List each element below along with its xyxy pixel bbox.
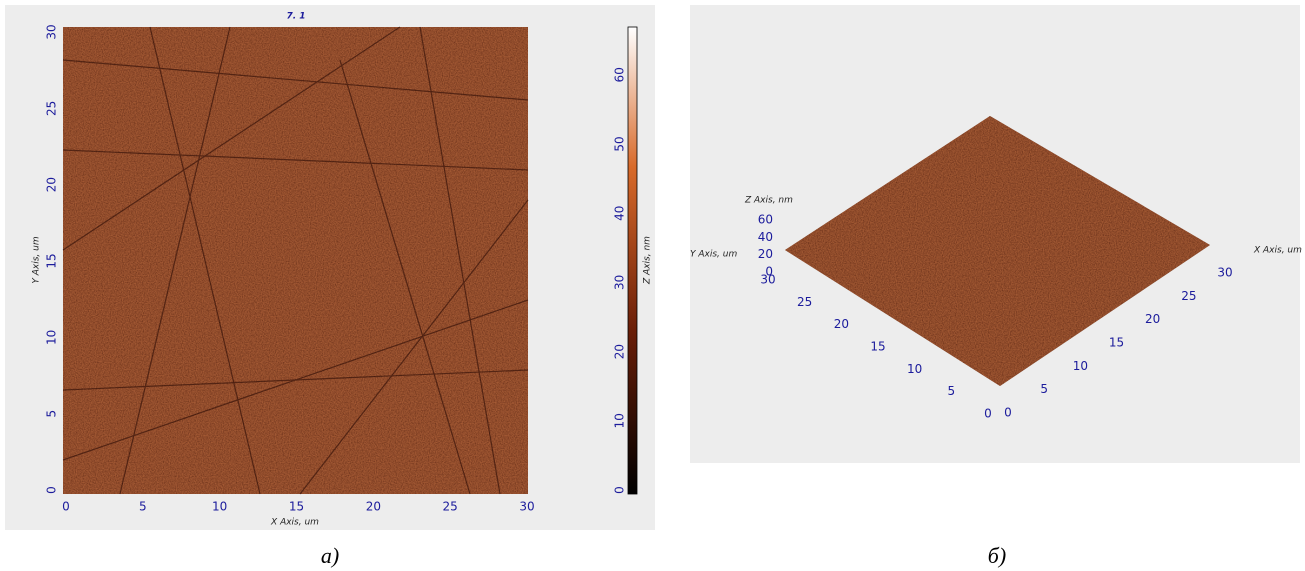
x-tick-label: 25 <box>443 500 458 514</box>
y-tick-label-3d: 25 <box>797 295 812 309</box>
z-tick-label-3d: 40 <box>758 230 773 244</box>
y-tick-label-3d: 15 <box>870 340 885 354</box>
y-tick-label: 0 <box>45 486 59 494</box>
colorbar-tick-label: 60 <box>613 67 627 82</box>
y-tick-label-3d: 5 <box>948 384 956 398</box>
caption-a: а) <box>321 543 339 568</box>
z-tick-label-3d: 20 <box>758 247 773 261</box>
x-axis-label-3d: X Axis, um <box>1253 246 1302 256</box>
colorbar-tick-label: 50 <box>613 136 627 151</box>
colorbar-tick-label: 0 <box>613 486 627 494</box>
y-tick-label: 20 <box>45 177 59 192</box>
y-tick-label: 15 <box>45 253 59 268</box>
colorbar-tick-label: 20 <box>613 344 627 359</box>
x-tick-label-3d: 10 <box>1073 359 1088 373</box>
afm-texture <box>63 27 528 494</box>
colorbar-tick-label: 40 <box>613 206 627 221</box>
y-axis-label: Y Axis, um <box>32 236 42 283</box>
figure: 7. 1 X Axis, um Y Axis, um Z Axis, nm 0 5… <box>0 0 1305 571</box>
colorbar-tick-label: 10 <box>613 413 627 428</box>
x-tick-label: 5 <box>139 500 147 514</box>
x-tick-label: 10 <box>212 500 227 514</box>
x-axis-label: X Axis, um <box>270 518 319 528</box>
image-title: 7. 1 <box>286 12 305 22</box>
x-tick-label-3d: 5 <box>1040 382 1048 396</box>
colorbar-tick-label: 30 <box>613 275 627 290</box>
y-tick-label: 10 <box>45 330 59 345</box>
x-tick-label-3d: 25 <box>1181 289 1196 303</box>
x-tick-label: 0 <box>62 500 70 514</box>
y-tick-label: 25 <box>45 101 59 116</box>
x-tick-label-3d: 0 <box>1004 406 1012 420</box>
caption-b: б) <box>988 543 1006 568</box>
y-tick-label-3d: 0 <box>984 407 992 421</box>
x-tick-label: 15 <box>289 500 304 514</box>
y-tick-label: 30 <box>45 24 59 39</box>
y-tick-label-3d: 20 <box>834 317 849 331</box>
x-tick-label-3d: 20 <box>1145 312 1160 326</box>
z-tick-label-3d: 0 <box>765 265 773 279</box>
colorbar-label: Z Axis, nm <box>643 236 653 285</box>
y-tick-label: 5 <box>45 410 59 418</box>
x-tick-label: 20 <box>366 500 381 514</box>
z-axis-label: Z Axis, nm <box>744 196 793 206</box>
z-tick-label-3d: 60 <box>758 213 773 227</box>
x-tick-label-3d: 30 <box>1217 266 1232 280</box>
y-axis-label-3d: Y Axis, um <box>690 250 737 260</box>
x-tick-label: 30 <box>519 500 534 514</box>
colorbar <box>628 27 637 494</box>
y-tick-label-3d: 10 <box>907 362 922 376</box>
x-tick-label-3d: 15 <box>1109 336 1124 350</box>
